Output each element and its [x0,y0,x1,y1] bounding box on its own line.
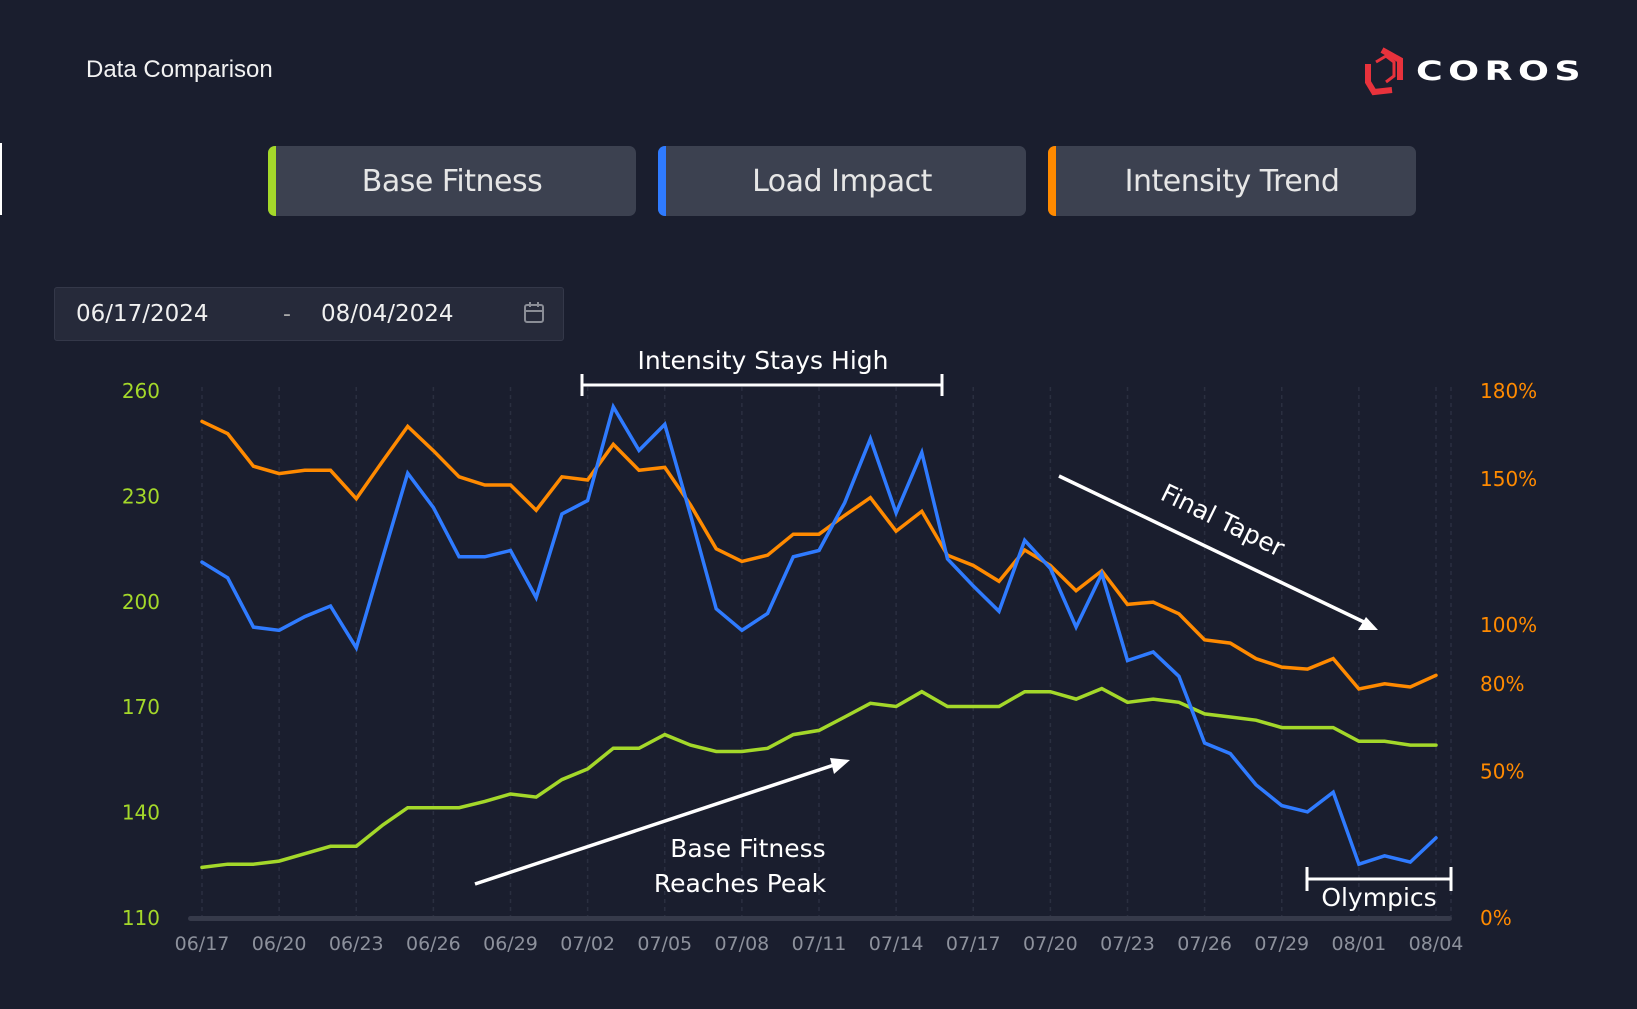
left-edge-indicator [0,143,2,215]
annotation-base-fitness-line1: Base Fitness [670,834,825,863]
x-tick-label: 06/20 [252,933,307,955]
date-range-picker[interactable]: 06/17/2024 - 08/04/2024 [54,287,564,341]
y-right-tick-label: 80% [1480,672,1524,696]
tab-accent-load-impact [658,146,666,216]
x-tick-label: 06/17 [175,933,230,955]
final-taper-arrow [1058,474,1378,630]
x-tick-label: 07/11 [792,933,847,955]
tab-accent-base-fitness [268,146,276,216]
start-date-field[interactable]: 06/17/2024 [76,301,209,327]
y-right-tick-label: 150% [1480,467,1537,491]
y-left-tick-label: 140 [122,801,160,825]
y-right-tick-label: 0% [1480,906,1512,930]
end-date-field[interactable]: 08/04/2024 [321,301,454,327]
y-left-tick-label: 110 [122,906,160,930]
x-tick-label: 07/08 [714,933,769,955]
calendar-icon[interactable] [523,301,545,325]
tab-label: Load Impact [752,163,932,199]
right-y-axis: 180% 150% 100% 80% 50% 0% [1480,379,1537,930]
grid-lines [201,387,1452,918]
x-tick-label: 07/20 [1023,933,1078,955]
tab-label: Base Fitness [361,163,543,199]
comparison-tabs: Base Fitness Load Impact Intensity Trend [268,146,1416,216]
y-left-tick-label: 200 [122,590,160,614]
coros-logo: COROS [1362,46,1581,96]
left-y-axis: 260 230 200 170 140 110 [122,379,160,930]
x-tick-label: 07/23 [1100,933,1155,955]
brand-name: COROS [1416,55,1587,87]
intensity-stays-high-bracket [580,374,944,396]
x-tick-label: 06/29 [483,933,538,955]
base-fitness-peak-arrow [474,758,850,886]
x-tick-label: 07/02 [560,933,615,955]
tab-intensity-trend[interactable]: Intensity Trend [1048,146,1416,216]
x-tick-label: 06/23 [329,933,384,955]
x-tick-label: 07/14 [869,933,924,955]
olympics-bracket [1305,867,1453,891]
series-line-load-impact [200,402,1438,867]
x-tick-label: 08/04 [1409,933,1464,955]
tab-label: Intensity Trend [1124,163,1340,199]
y-left-tick-label: 170 [122,695,160,719]
x-tick-label: 07/17 [946,933,1001,955]
y-right-tick-label: 180% [1480,379,1537,403]
annotations: Intensity Stays High Final Taper Base Fi… [474,346,1453,912]
x-axis: 06/17 06/20 06/23 06/26 06/29 07/02 07/05 07/08… [175,933,1464,955]
x-tick-label: 07/26 [1177,933,1232,955]
annotation-final-taper: Final Taper [1156,478,1289,563]
x-tick-label: 07/05 [637,933,692,955]
x-tick-label: 06/26 [406,933,461,955]
annotation-olympics: Olympics [1321,883,1436,912]
date-separator: - [283,301,291,327]
tab-accent-intensity-trend [1048,146,1056,216]
annotation-base-fitness-line2: Reaches Peak [654,869,827,898]
tab-load-impact[interactable]: Load Impact [658,146,1026,216]
x-tick-label: 08/01 [1331,933,1386,955]
y-left-tick-label: 230 [122,484,160,508]
x-tick-label: 07/29 [1254,933,1309,955]
y-right-tick-label: 100% [1480,613,1537,637]
annotation-intensity-stays-high: Intensity Stays High [638,346,889,375]
x-axis-baseline [188,916,1452,921]
series-line-base-fitness [200,686,1438,870]
y-right-tick-label: 50% [1480,760,1524,784]
coros-hexagon-icon [1365,47,1403,96]
tab-base-fitness[interactable]: Base Fitness [268,146,636,216]
y-left-tick-label: 260 [122,379,160,403]
series-line-intensity-trend [200,419,1438,691]
page-title: Data Comparison [86,56,273,83]
series-lines [200,402,1438,870]
